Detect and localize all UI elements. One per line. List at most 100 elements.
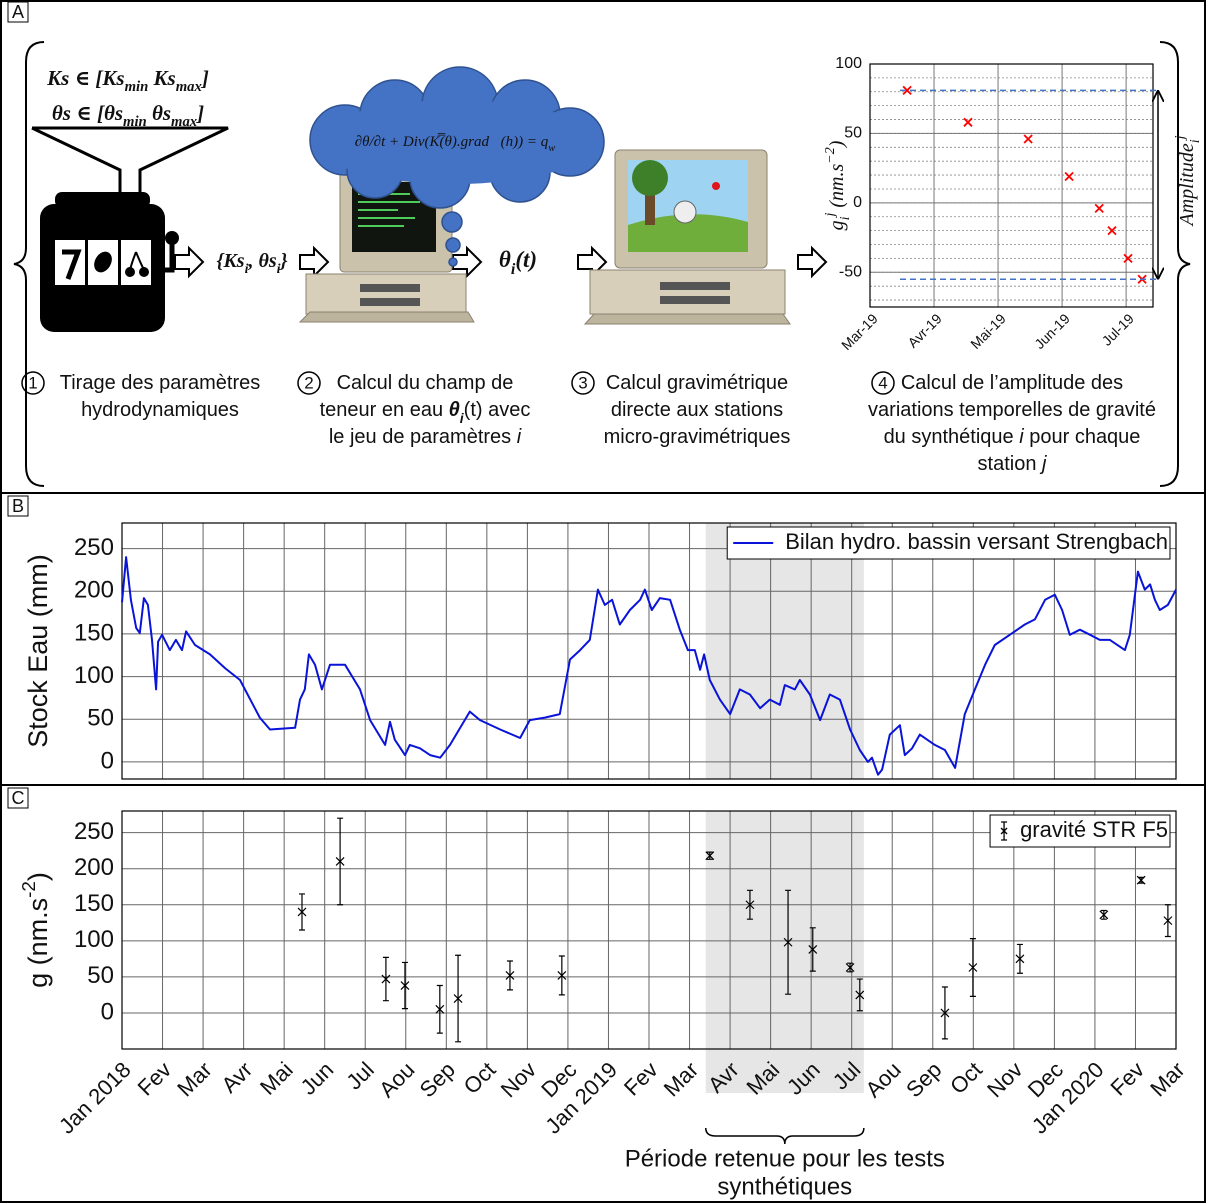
text-part: -2 xyxy=(19,881,40,898)
shaded-period xyxy=(705,811,864,1093)
text-part: w xyxy=(548,143,555,154)
text-part: {Ks xyxy=(216,250,244,272)
scatter-point xyxy=(1123,253,1133,264)
step-caption: directe aux stations xyxy=(611,399,783,421)
text-part: teneur en eau xyxy=(320,399,449,421)
shaded-period xyxy=(705,523,864,779)
text-part: le jeu de paramètres xyxy=(329,426,517,448)
y-tick-label: 0 xyxy=(101,747,114,774)
equation: ∂θ/∂t + Div(K̿(θ).grad⃗(h)) = qw xyxy=(355,134,556,153)
data-point xyxy=(940,1008,950,1018)
y-tick-label: 100 xyxy=(835,55,862,72)
text-part: i xyxy=(245,262,249,277)
data-point xyxy=(855,990,865,1000)
step-circle xyxy=(871,371,895,395)
slot-machine xyxy=(40,192,179,332)
text-part: Calcul gravimétrique xyxy=(606,372,788,394)
y-axis-label: Stock Eau (mm) xyxy=(23,554,53,748)
data-point xyxy=(1136,875,1146,885)
y-tick-label: 150 xyxy=(74,890,114,917)
axes-box xyxy=(121,522,1177,780)
y-tick-label: 150 xyxy=(74,619,114,646)
data-point xyxy=(335,857,345,866)
text-part: ] xyxy=(195,101,204,125)
data-point xyxy=(845,963,855,972)
panel-letter-box xyxy=(7,787,29,809)
y-tick-label: 200 xyxy=(74,577,114,604)
panel-letter: B xyxy=(12,496,24,516)
data-point xyxy=(1099,910,1109,920)
annotation: Période retenue pour les tests xyxy=(625,1145,945,1172)
step-caption: du synthétique i pour chaque xyxy=(884,426,1141,448)
legend-box xyxy=(726,526,1171,560)
data-point xyxy=(557,971,567,980)
data-point xyxy=(968,963,978,972)
amplitude-label: Amplitudeij xyxy=(1173,135,1203,227)
axes-box xyxy=(121,810,1177,1050)
text-part: pour chaque xyxy=(1024,426,1141,448)
text-part: i xyxy=(838,216,853,220)
text-part: i xyxy=(460,410,465,426)
step-number: 4 xyxy=(878,373,887,392)
step-number: 3 xyxy=(578,373,587,392)
step-caption: micro-gravimétriques xyxy=(604,426,791,448)
period-brace xyxy=(705,1127,865,1145)
computer xyxy=(583,149,791,325)
y-tick-label: 50 xyxy=(844,125,862,142)
text-part: i xyxy=(1188,139,1203,143)
text-part: , θs xyxy=(247,250,276,272)
text-part: max xyxy=(176,79,202,95)
text-part: −2 xyxy=(823,147,838,163)
y-tick-label: -50 xyxy=(839,264,862,281)
text-part: hydrodynamiques xyxy=(81,399,239,421)
data-point xyxy=(808,945,818,954)
text-part: (t) xyxy=(515,247,537,272)
text-part: i xyxy=(517,426,522,448)
text-part: micro-gravimétriques xyxy=(604,426,791,448)
text-part: θ xyxy=(449,399,460,421)
text-part: ] xyxy=(200,66,209,90)
scatter-point xyxy=(1107,225,1117,236)
y-tick-label: 50 xyxy=(87,962,114,989)
text-part: θs ∈ [θs xyxy=(52,101,123,125)
step-caption: hydrodynamiques xyxy=(81,399,239,421)
y-tick-label: 100 xyxy=(74,926,114,953)
legend-box xyxy=(989,814,1171,848)
text-part: Amplitude xyxy=(1176,143,1198,227)
parameter-range: θs ∈ [θsmin θsmax] xyxy=(52,101,204,131)
legend-label: Bilan hydro. bassin versant Strengbach xyxy=(785,529,1168,554)
y-tick-label: 250 xyxy=(74,534,114,561)
step-circle xyxy=(571,371,595,395)
y-axis-label: gij (nm.s−2) xyxy=(823,140,853,230)
step-caption: le jeu de paramètres i xyxy=(329,426,522,448)
text-part: directe aux stations xyxy=(611,399,783,421)
text-part: min xyxy=(123,114,147,130)
data-point xyxy=(745,900,755,910)
legend-swatch xyxy=(1000,821,1008,841)
text-part: Calcul du champ de xyxy=(337,372,514,394)
data-line xyxy=(121,556,1177,776)
y-axis-label: g (nm.s-2) xyxy=(19,872,54,988)
data-point xyxy=(453,994,463,1003)
panel-letter: C xyxy=(12,788,25,808)
text-part: Ks xyxy=(148,66,175,90)
y-tick-label: 100 xyxy=(74,662,114,689)
text-part: i xyxy=(1019,426,1024,448)
text-part: ) xyxy=(826,140,848,148)
data-point xyxy=(435,1004,445,1014)
text-part: i xyxy=(277,262,281,277)
scatter-point xyxy=(1094,203,1104,214)
data-point xyxy=(381,974,391,984)
step-caption: station j xyxy=(978,453,1047,475)
text-part: ∂θ/∂t + Div(K̿(θ).grad⃗(h)) = q xyxy=(355,134,549,150)
brace xyxy=(1159,41,1191,487)
funnel xyxy=(31,126,229,200)
text-part: } xyxy=(279,250,288,272)
step-caption: Calcul gravimétrique xyxy=(606,372,788,394)
legend-label: gravité STR F5 xyxy=(1020,817,1168,842)
panel-letter-box xyxy=(7,495,29,517)
text-part: g xyxy=(826,220,848,230)
step-circle xyxy=(21,371,45,395)
data-point xyxy=(705,851,715,861)
